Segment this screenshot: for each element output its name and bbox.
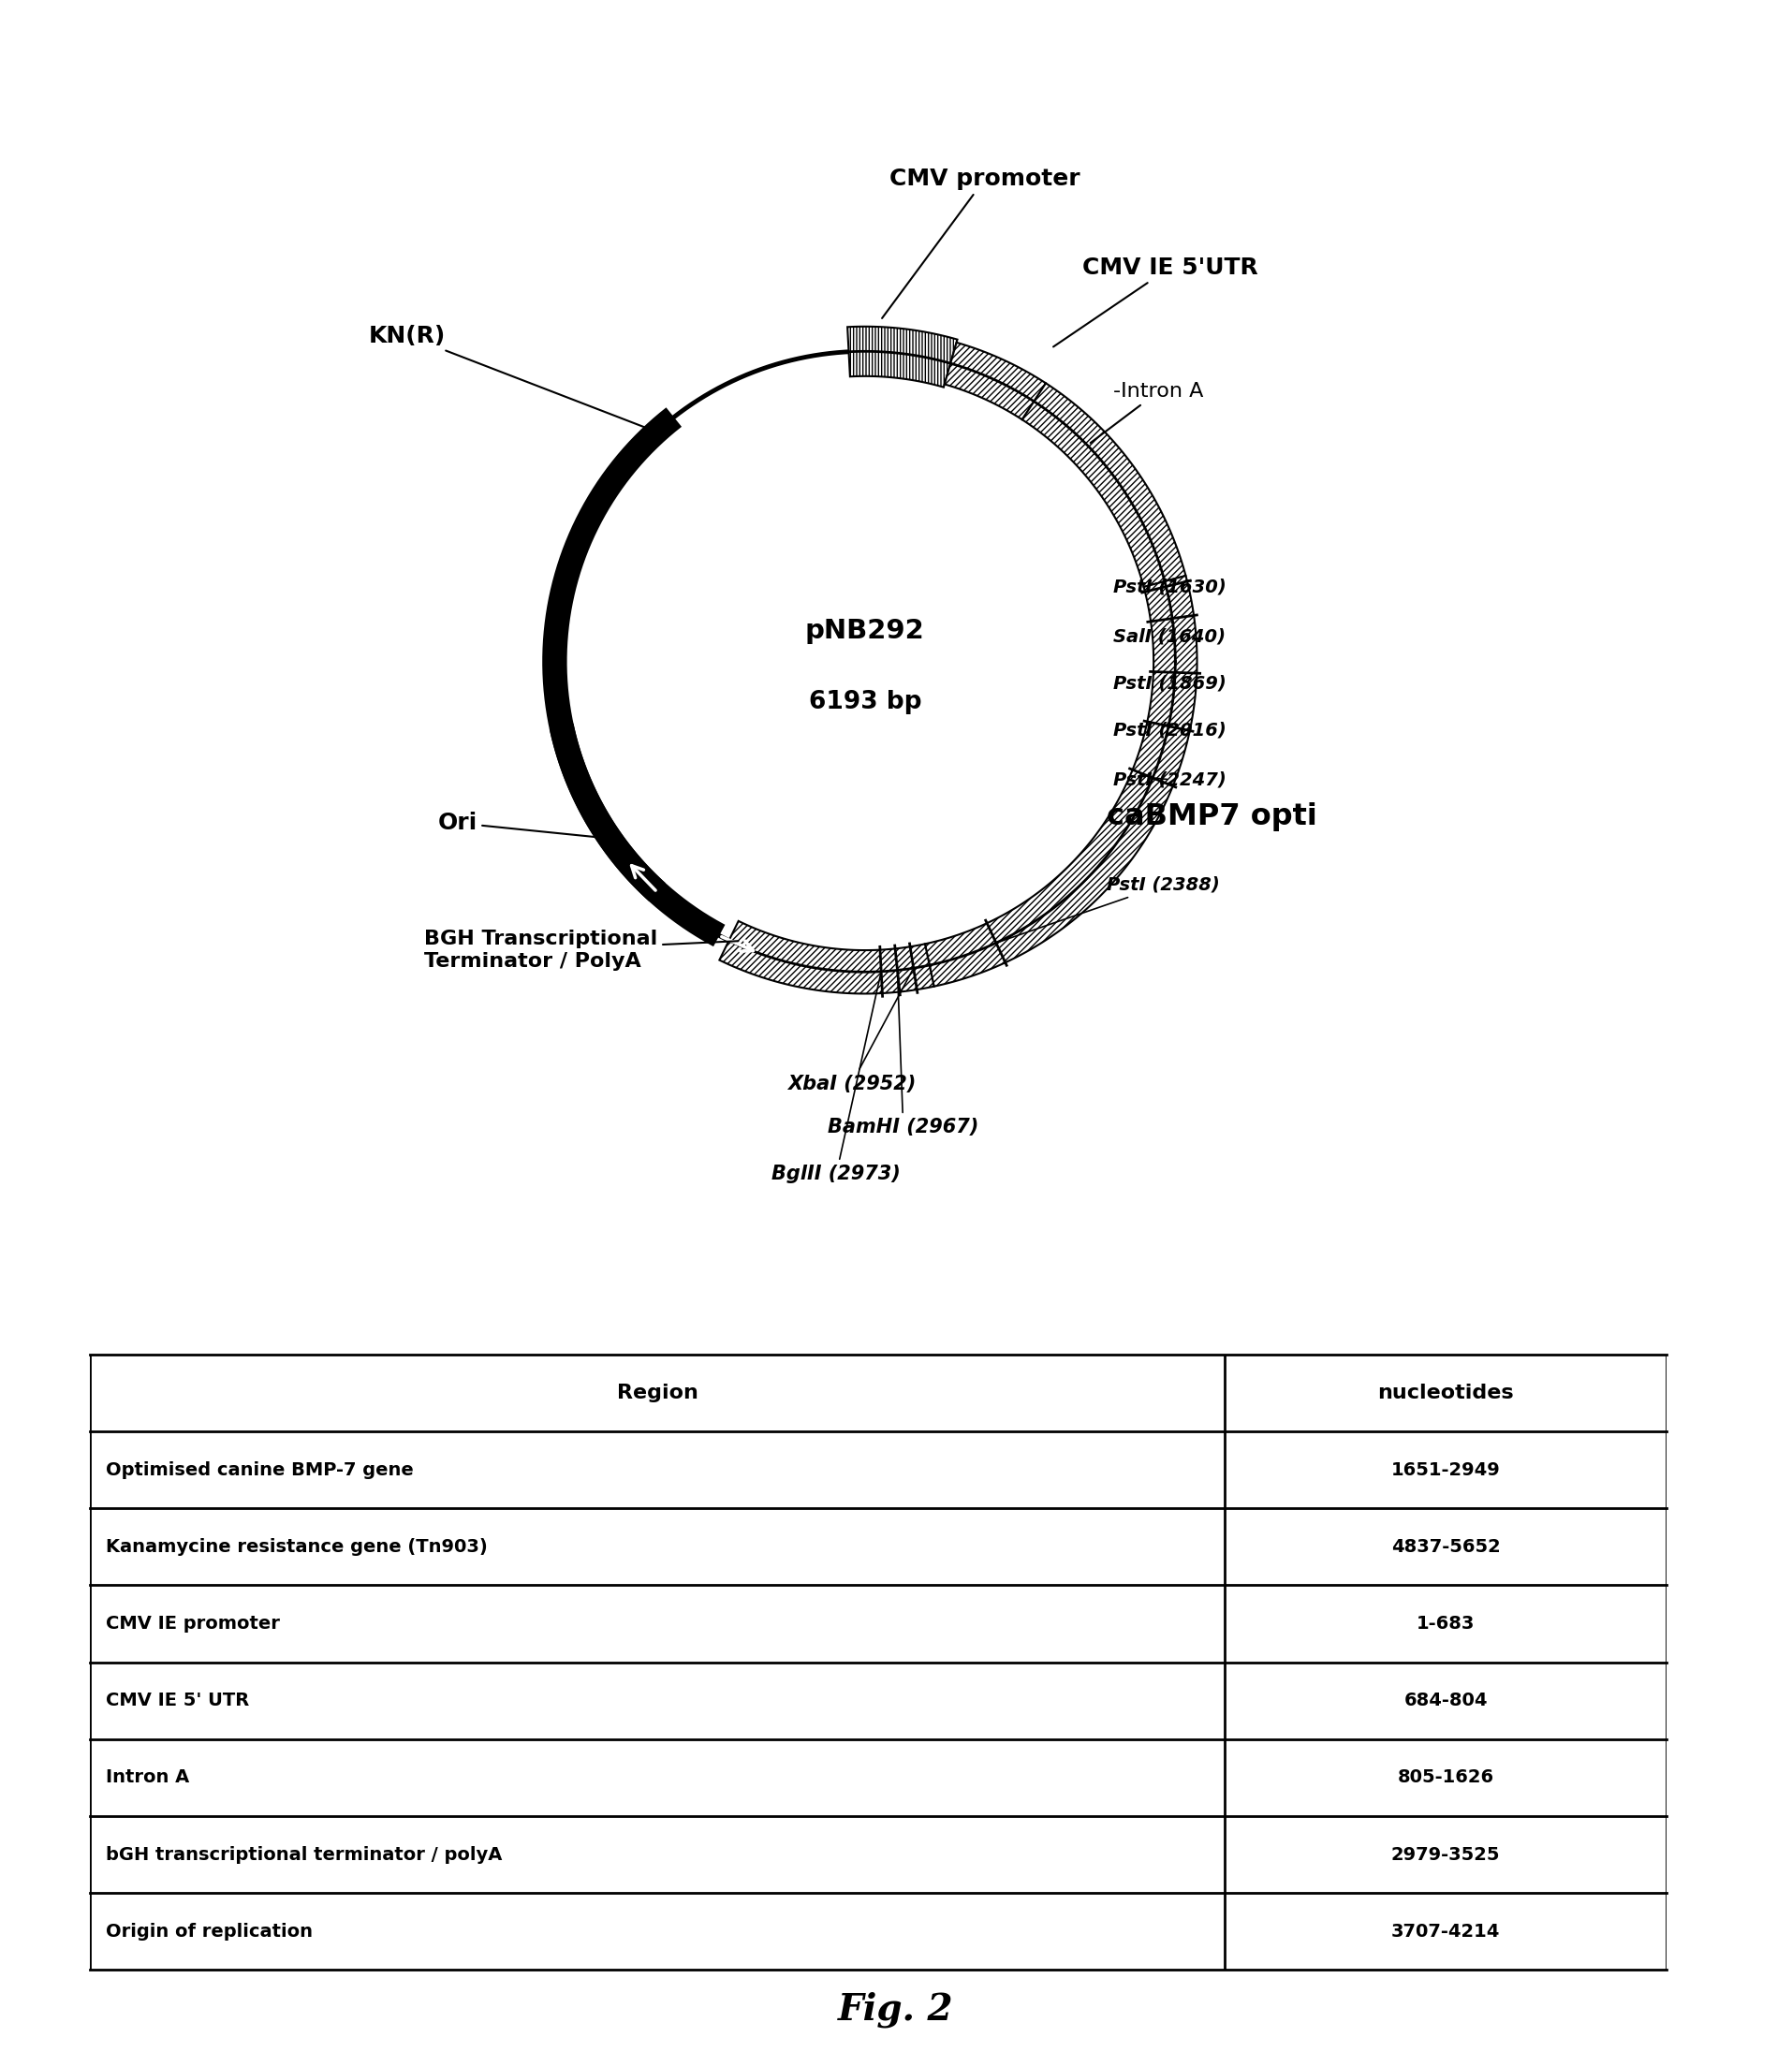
Text: bGH transcriptional terminator / polyA: bGH transcriptional terminator / polyA — [106, 1845, 502, 1863]
Text: 1-683: 1-683 — [1417, 1615, 1475, 1633]
Polygon shape — [1021, 384, 1186, 587]
Text: 4837-5652: 4837-5652 — [1391, 1537, 1500, 1555]
Text: CMV promoter: CMV promoter — [882, 168, 1081, 318]
Text: PstI (2016): PstI (2016) — [1113, 720, 1226, 739]
Text: BamHI (2967): BamHI (2967) — [828, 973, 978, 1137]
Text: CMV IE promoter: CMV IE promoter — [106, 1615, 280, 1633]
Text: Kanamycine resistance gene (Tn903): Kanamycine resistance gene (Tn903) — [106, 1537, 487, 1555]
Text: PstI (1630): PstI (1630) — [1113, 579, 1226, 595]
Text: Fig. 2: Fig. 2 — [839, 1990, 953, 2027]
Text: 6193 bp: 6193 bp — [808, 689, 921, 714]
Text: PstI (2388): PstI (2388) — [998, 876, 1220, 942]
Text: CMV IE 5'UTR: CMV IE 5'UTR — [1054, 256, 1258, 347]
Text: caBMP7 opti: caBMP7 opti — [1107, 802, 1317, 831]
Polygon shape — [944, 343, 1047, 419]
Text: 805-1626: 805-1626 — [1398, 1769, 1495, 1787]
Text: Origin of replication: Origin of replication — [106, 1923, 312, 1941]
Text: pNB292: pNB292 — [805, 618, 925, 644]
Text: PstI (1869): PstI (1869) — [1113, 675, 1226, 692]
Text: XbaI (2952): XbaI (2952) — [787, 971, 916, 1094]
Text: Region: Region — [616, 1383, 697, 1402]
Text: BGH Transcriptional
Terminator / PolyA: BGH Transcriptional Terminator / PolyA — [425, 930, 738, 971]
Text: -Intron A: -Intron A — [1091, 382, 1204, 443]
Polygon shape — [848, 326, 957, 388]
Text: BglII (2973): BglII (2973) — [772, 975, 901, 1184]
Text: 1651-2949: 1651-2949 — [1391, 1461, 1500, 1479]
Text: nucleotides: nucleotides — [1378, 1383, 1514, 1402]
Text: 3707-4214: 3707-4214 — [1391, 1923, 1500, 1941]
Text: PstI (2247): PstI (2247) — [1113, 772, 1226, 788]
Text: Ori: Ori — [437, 813, 607, 839]
Polygon shape — [925, 577, 1197, 987]
Text: KN(R): KN(R) — [369, 324, 654, 431]
Text: Optimised canine BMP-7 gene: Optimised canine BMP-7 gene — [106, 1461, 414, 1479]
Polygon shape — [719, 921, 934, 993]
Text: Intron A: Intron A — [106, 1769, 188, 1787]
Text: 684-804: 684-804 — [1403, 1691, 1487, 1709]
Text: CMV IE 5' UTR: CMV IE 5' UTR — [106, 1691, 249, 1709]
Text: 2979-3525: 2979-3525 — [1391, 1845, 1500, 1863]
Text: SalI (1640): SalI (1640) — [1113, 622, 1226, 646]
